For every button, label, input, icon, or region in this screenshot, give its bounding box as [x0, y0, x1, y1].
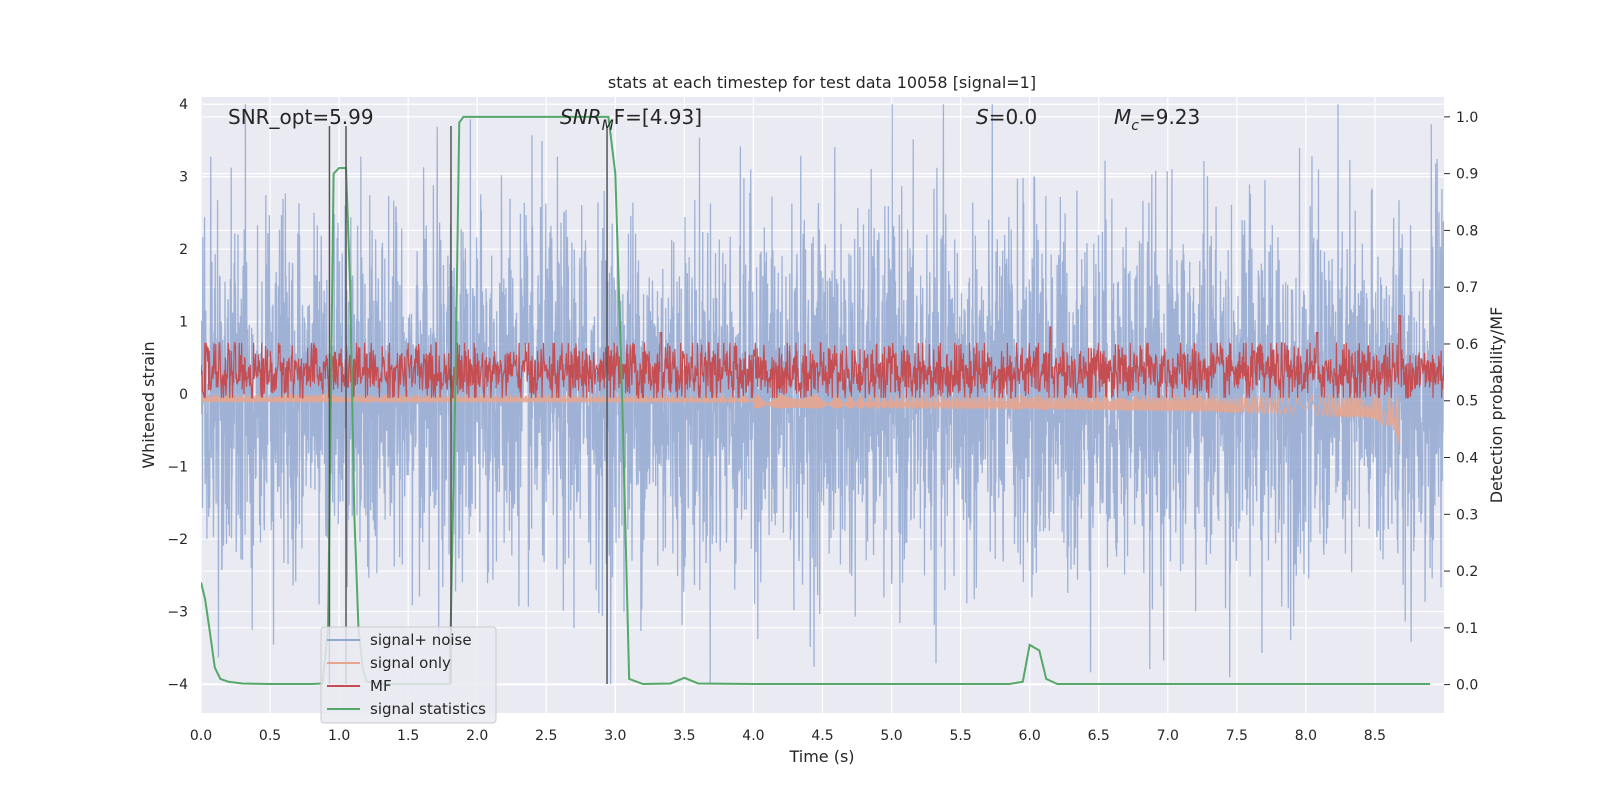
s-var: S — [976, 105, 989, 129]
y-left-tick-label: 4 — [179, 97, 188, 113]
annotation-s: S=0.0 — [976, 105, 1037, 129]
y-left-tick-label: 2 — [179, 242, 188, 258]
annotation-snr-mf: SNRMF=[4.93] — [560, 105, 702, 134]
y-right-tick-label: 0.3 — [1456, 507, 1478, 523]
y-axis-right-label: Detection probability/MF — [1487, 307, 1506, 504]
series-signal-noise — [201, 104, 1444, 685]
x-tick-label: 0.0 — [190, 728, 212, 744]
legend-label-mf: MF — [370, 677, 392, 695]
x-tick-label: 8.0 — [1295, 728, 1317, 744]
x-tick-label: 7.5 — [1226, 728, 1248, 744]
series-mf — [201, 314, 1444, 399]
x-tick-label: 6.5 — [1088, 728, 1110, 744]
series-signal-statistics — [201, 115, 1431, 686]
x-tick-label: 3.0 — [604, 728, 626, 744]
y-right-tick-label: 1.0 — [1456, 110, 1478, 126]
mc-rest: =9.23 — [1139, 105, 1200, 129]
vertical-markers — [328, 125, 608, 685]
x-tick-label: 3.5 — [673, 728, 695, 744]
x-tick-label: 2.5 — [535, 728, 557, 744]
x-tick-label: 1.5 — [397, 728, 419, 744]
legend-label-signal-statistics: signal statistics — [370, 700, 486, 718]
y-axis-left-label: Whitened strain — [139, 341, 158, 468]
chart-title: stats at each timestep for test data 100… — [608, 73, 1036, 92]
y-right-tick-label: 0.8 — [1456, 223, 1478, 239]
snr-mf-sub: M — [602, 118, 614, 134]
x-tick-label: 5.5 — [949, 728, 971, 744]
y-left-tick-label: −1 — [167, 460, 188, 476]
y-left-tick-label: 1 — [179, 315, 188, 331]
y-left-tick-label: −3 — [167, 605, 188, 621]
x-tick-label: 1.0 — [328, 728, 350, 744]
snr-mf-rest: F=[4.93] — [614, 105, 702, 129]
series-signal-only — [201, 392, 1400, 444]
legend-box — [320, 626, 497, 724]
y-right-tick-label: 0.1 — [1456, 621, 1478, 637]
y-left-tick-label: −4 — [167, 677, 188, 693]
mc-main: M — [1114, 105, 1131, 129]
x-tick-label: 6.0 — [1019, 728, 1041, 744]
x-tick-label: 8.5 — [1364, 728, 1386, 744]
annotation-mc: Mc=9.23 — [1114, 105, 1200, 134]
x-tick-label: 7.0 — [1157, 728, 1179, 744]
y-left-tick-label: −2 — [167, 532, 188, 548]
y-right-tick-label: 0.0 — [1456, 678, 1478, 694]
y-right-tick-label: 0.7 — [1456, 280, 1478, 296]
x-tick-label: 2.0 — [466, 728, 488, 744]
y-left-tick-label: 0 — [179, 387, 188, 403]
x-tick-label: 4.5 — [811, 728, 833, 744]
s-rest: =0.0 — [989, 105, 1038, 129]
data-layer — [201, 104, 1444, 686]
annotation-snr-opt: SNR_opt=5.99 — [228, 105, 374, 129]
x-tick-label: 4.0 — [742, 728, 764, 744]
y-right-tick-label: 0.4 — [1456, 451, 1478, 467]
legend-label-signal-only: signal only — [370, 654, 451, 672]
y-right-tick-label: 0.5 — [1456, 394, 1478, 410]
snr-mf-main: SNR — [560, 105, 602, 129]
tick-labels: 0.0 0.5 1.0 1.5 2.0 2.5 3.0 3.5 4.0 4.5 5.0 5.5 6.0 6… — [167, 97, 1478, 744]
y-right-tick-label: 0.9 — [1456, 167, 1478, 183]
y-right-tick-label: 0.6 — [1456, 337, 1478, 353]
x-axis-label: Time (s) — [788, 747, 854, 766]
legend-label-signal-noise: signal+ noise — [370, 631, 472, 649]
legend: signal+ noise signal only MF signal stat… — [320, 626, 497, 724]
x-tick-label: 0.5 — [259, 728, 281, 744]
y-left-tick-label: 3 — [179, 170, 188, 186]
x-tick-label: 5.0 — [880, 728, 902, 744]
y-right-tick-label: 0.2 — [1456, 564, 1478, 580]
mc-sub: c — [1131, 118, 1139, 134]
